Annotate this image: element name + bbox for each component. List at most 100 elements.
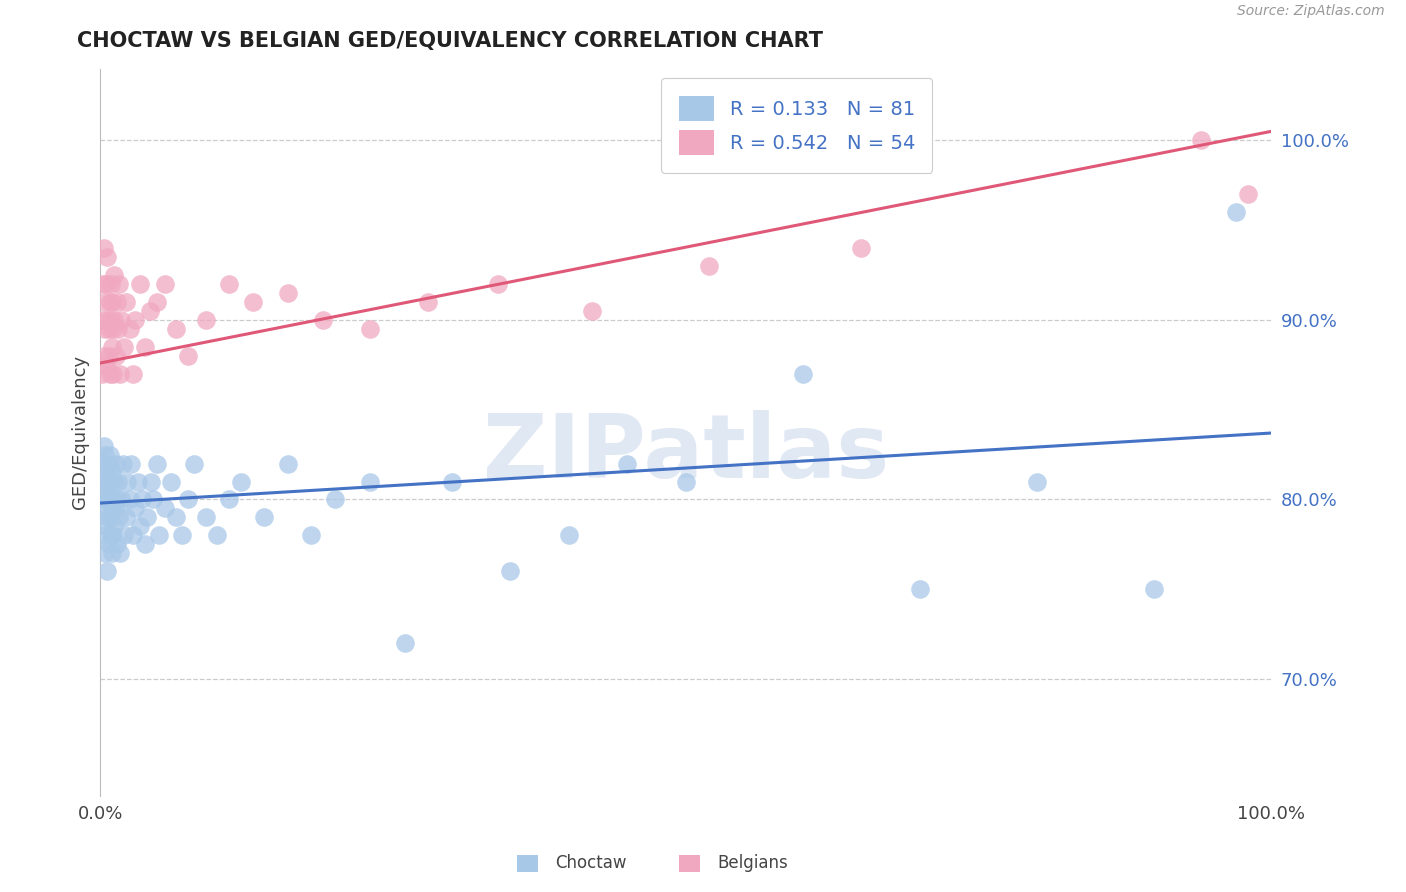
Point [96,492,118,507]
Point [117,475,139,489]
Point [359,322,381,336]
Point [177,349,200,363]
Point [112,340,135,354]
Point [139,475,162,489]
Point [108,510,131,524]
Point [96,519,118,533]
Point [229,475,252,489]
Point [277,457,299,471]
Point [145,295,167,310]
Point [134,340,156,354]
Point [97,457,120,471]
Point [118,322,141,336]
Point [418,295,440,310]
Point [1236,187,1258,202]
Text: Choctaw: Choctaw [555,855,627,872]
Point [96,313,118,327]
Point [100,528,122,542]
Point [122,367,145,381]
Point [96,466,118,480]
Point [131,492,153,507]
Point [312,313,335,327]
Point [107,322,129,336]
Point [277,285,299,300]
Point [103,268,125,282]
Point [112,528,135,542]
Point [105,537,128,551]
Point [97,537,120,551]
Point [97,322,120,336]
Point [359,475,381,489]
Text: Belgians: Belgians [717,855,787,872]
Point [120,457,142,471]
Point [110,313,132,327]
Point [93,528,115,542]
Point [207,528,229,542]
Point [98,475,121,489]
Point [697,259,720,273]
Point [148,528,170,542]
Point [96,358,118,372]
Point [96,250,118,264]
Point [91,313,114,327]
Point [104,457,127,471]
Point [165,510,187,524]
Point [124,313,146,327]
Point [94,546,117,560]
Point [100,277,122,291]
Point [107,475,129,489]
Point [1143,582,1166,597]
Point [103,528,125,542]
Point [100,492,122,507]
Text: Source: ZipAtlas.com: Source: ZipAtlas.com [1237,4,1385,19]
Point [134,537,156,551]
Point [218,492,240,507]
Point [129,277,152,291]
Point [136,510,159,524]
Point [118,492,141,507]
Point [90,457,112,471]
Point [153,277,176,291]
Point [440,475,463,489]
Point [581,304,603,318]
Point [93,241,115,255]
Point [103,475,125,489]
Legend: R = 0.133   N = 81, R = 0.542   N = 54: R = 0.133 N = 81, R = 0.542 N = 54 [661,78,932,173]
Point [138,304,160,318]
Point [101,340,124,354]
Point [183,457,205,471]
Point [792,367,814,381]
Point [194,313,217,327]
Point [103,322,125,336]
Point [1189,133,1212,147]
Point [124,501,146,516]
Point [103,313,125,327]
Point [145,457,167,471]
Point [115,510,138,524]
Y-axis label: GED/Equivalency: GED/Equivalency [72,355,89,509]
Point [1026,475,1049,489]
Point [96,475,118,489]
Point [159,475,181,489]
Point [90,367,112,381]
Point [486,277,509,291]
Point [675,475,697,489]
Point [91,475,114,489]
Point [93,439,115,453]
Point [108,277,131,291]
Point [499,564,522,578]
Point [127,475,149,489]
Point [93,349,115,363]
Text: ZIPatlas: ZIPatlas [482,410,889,498]
Point [94,475,117,489]
Point [101,546,124,560]
Point [110,546,132,560]
Point [104,349,127,363]
Point [93,501,115,516]
Point [103,492,125,507]
Point [94,295,117,310]
Point [172,528,194,542]
Point [111,457,134,471]
Point [253,510,276,524]
Point [1225,205,1247,219]
